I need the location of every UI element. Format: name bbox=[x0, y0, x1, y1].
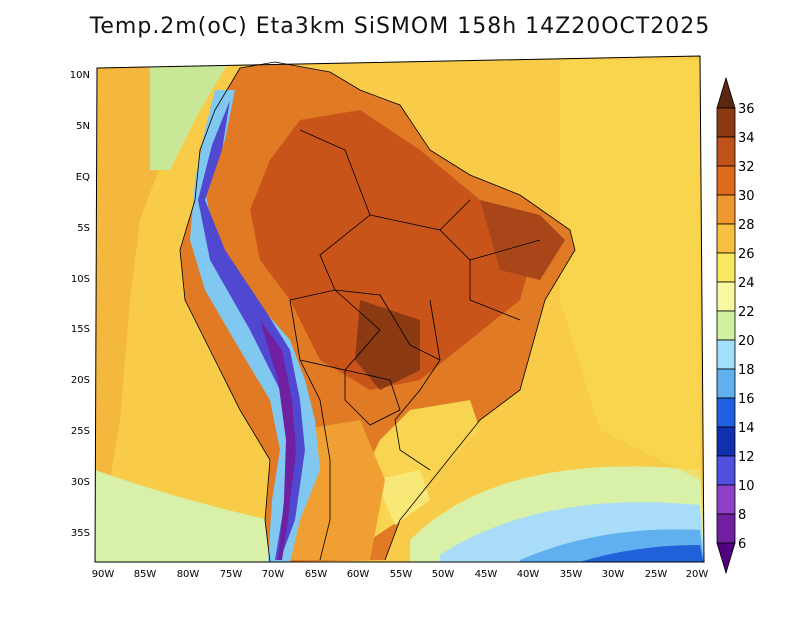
lon-label-25w: 25W bbox=[645, 569, 668, 580]
longitude-axis: 90W 85W 80W 75W 70W 65W 60W 55W 50W 45W … bbox=[92, 569, 709, 580]
colorbar-segment bbox=[716, 426, 736, 457]
andes-core-stripe bbox=[198, 100, 305, 560]
coastline bbox=[239, 61, 576, 561]
lat-label-30s: 30S bbox=[71, 477, 90, 488]
country-borders bbox=[179, 61, 576, 563]
argentina-chile-border bbox=[299, 359, 331, 561]
colorbar-label: 20 bbox=[738, 334, 755, 349]
colorbar-segment bbox=[716, 107, 736, 138]
colorbar-label: 32 bbox=[738, 160, 755, 175]
colorbar-label: 30 bbox=[738, 189, 755, 204]
colorbar-label: 8 bbox=[738, 508, 746, 523]
lat-label-15s: 15S bbox=[71, 324, 90, 335]
colorbar-segment bbox=[716, 455, 736, 486]
lon-label-20w: 20W bbox=[686, 569, 709, 580]
lon-label-50w: 50W bbox=[432, 569, 455, 580]
colorbar-segment bbox=[716, 484, 736, 515]
bolivia-border bbox=[289, 289, 381, 371]
colorbar-segment bbox=[716, 165, 736, 196]
colorbar: 36 34 32 30 28 26 24 22 20 18 16 14 12 10 8 6 bbox=[716, 76, 755, 575]
lon-label-45w: 45W bbox=[475, 569, 498, 580]
lon-label-40w: 40W bbox=[517, 569, 540, 580]
brazil-west-border bbox=[299, 129, 441, 361]
lon-label-35w: 35W bbox=[560, 569, 583, 580]
lat-label-5s: 5S bbox=[77, 223, 90, 234]
hot-interior-zone bbox=[250, 110, 540, 390]
uruguay-cool-zone bbox=[375, 470, 430, 525]
latitude-axis: 10N 5N EQ 5S 10S 15S 20S 25S 30S 35S bbox=[70, 70, 90, 539]
south-atlantic-band-4 bbox=[570, 545, 704, 562]
brazil-states bbox=[369, 199, 541, 361]
north-pacific-cool-zone bbox=[150, 60, 230, 170]
lon-label-55w: 55W bbox=[390, 569, 413, 580]
colorbar-bottom-arrow bbox=[716, 542, 736, 575]
lat-label-35s: 35S bbox=[71, 528, 90, 539]
lat-label-25s: 25S bbox=[71, 426, 90, 437]
brazil-south-border bbox=[394, 359, 441, 471]
lat-label-eq: EQ bbox=[76, 172, 90, 183]
colorbar-label: 6 bbox=[738, 537, 746, 552]
lon-label-30w: 30W bbox=[602, 569, 625, 580]
lon-label-70w: 70W bbox=[262, 569, 285, 580]
colorbar-segment bbox=[716, 368, 736, 399]
lat-label-20s: 20S bbox=[71, 375, 90, 386]
colorbar-label: 34 bbox=[738, 131, 755, 146]
map-plot-area bbox=[95, 56, 704, 562]
colorbar-label: 14 bbox=[738, 421, 755, 436]
lon-label-80w: 80W bbox=[177, 569, 200, 580]
colorbar-label: 16 bbox=[738, 392, 755, 407]
lat-label-10n: 10N bbox=[70, 70, 90, 81]
colorbar-segment bbox=[716, 397, 736, 428]
colorbar-segment bbox=[716, 136, 736, 167]
pacific-coastline bbox=[179, 67, 271, 563]
colorbar-segment bbox=[716, 310, 736, 341]
colorbar-segment bbox=[716, 281, 736, 312]
lat-label-10s: 10S bbox=[71, 274, 90, 285]
colorbar-label: 26 bbox=[738, 247, 755, 262]
colorbar-segment bbox=[716, 513, 736, 544]
lon-label-60w: 60W bbox=[347, 569, 370, 580]
colorbar-label: 28 bbox=[738, 218, 755, 233]
colorbar-label: 10 bbox=[738, 479, 755, 494]
colorbar-label: 22 bbox=[738, 305, 755, 320]
colorbar-segment bbox=[716, 252, 736, 283]
map-frame bbox=[94, 55, 705, 563]
colorbar-label: 18 bbox=[738, 363, 755, 378]
south-ocean-cool-zone bbox=[95, 470, 270, 562]
colorbar-top-arrow bbox=[716, 76, 736, 109]
andes-peak-stripe bbox=[260, 320, 296, 560]
lat-label-5n: 5N bbox=[76, 121, 90, 132]
colorbar-segment bbox=[716, 339, 736, 370]
paraguay-border bbox=[344, 369, 401, 426]
lon-label-85w: 85W bbox=[134, 569, 157, 580]
northeast-hot-zone bbox=[480, 200, 565, 280]
colorbar-label: 36 bbox=[738, 102, 755, 117]
colorbar-segment bbox=[716, 223, 736, 254]
colorbar-segment bbox=[716, 194, 736, 225]
chart-title: Temp.2m(oC) Eta3km SiSMOM 158h 14Z20OCT2… bbox=[89, 14, 711, 39]
west-ocean-cool-zone bbox=[95, 60, 190, 500]
lon-label-75w: 75W bbox=[220, 569, 243, 580]
lon-label-65w: 65W bbox=[305, 569, 328, 580]
east-atlantic-warm-zone bbox=[560, 60, 700, 480]
lon-label-90w: 90W bbox=[92, 569, 115, 580]
colorbar-label: 12 bbox=[738, 450, 755, 465]
colorbar-label: 24 bbox=[738, 276, 755, 291]
